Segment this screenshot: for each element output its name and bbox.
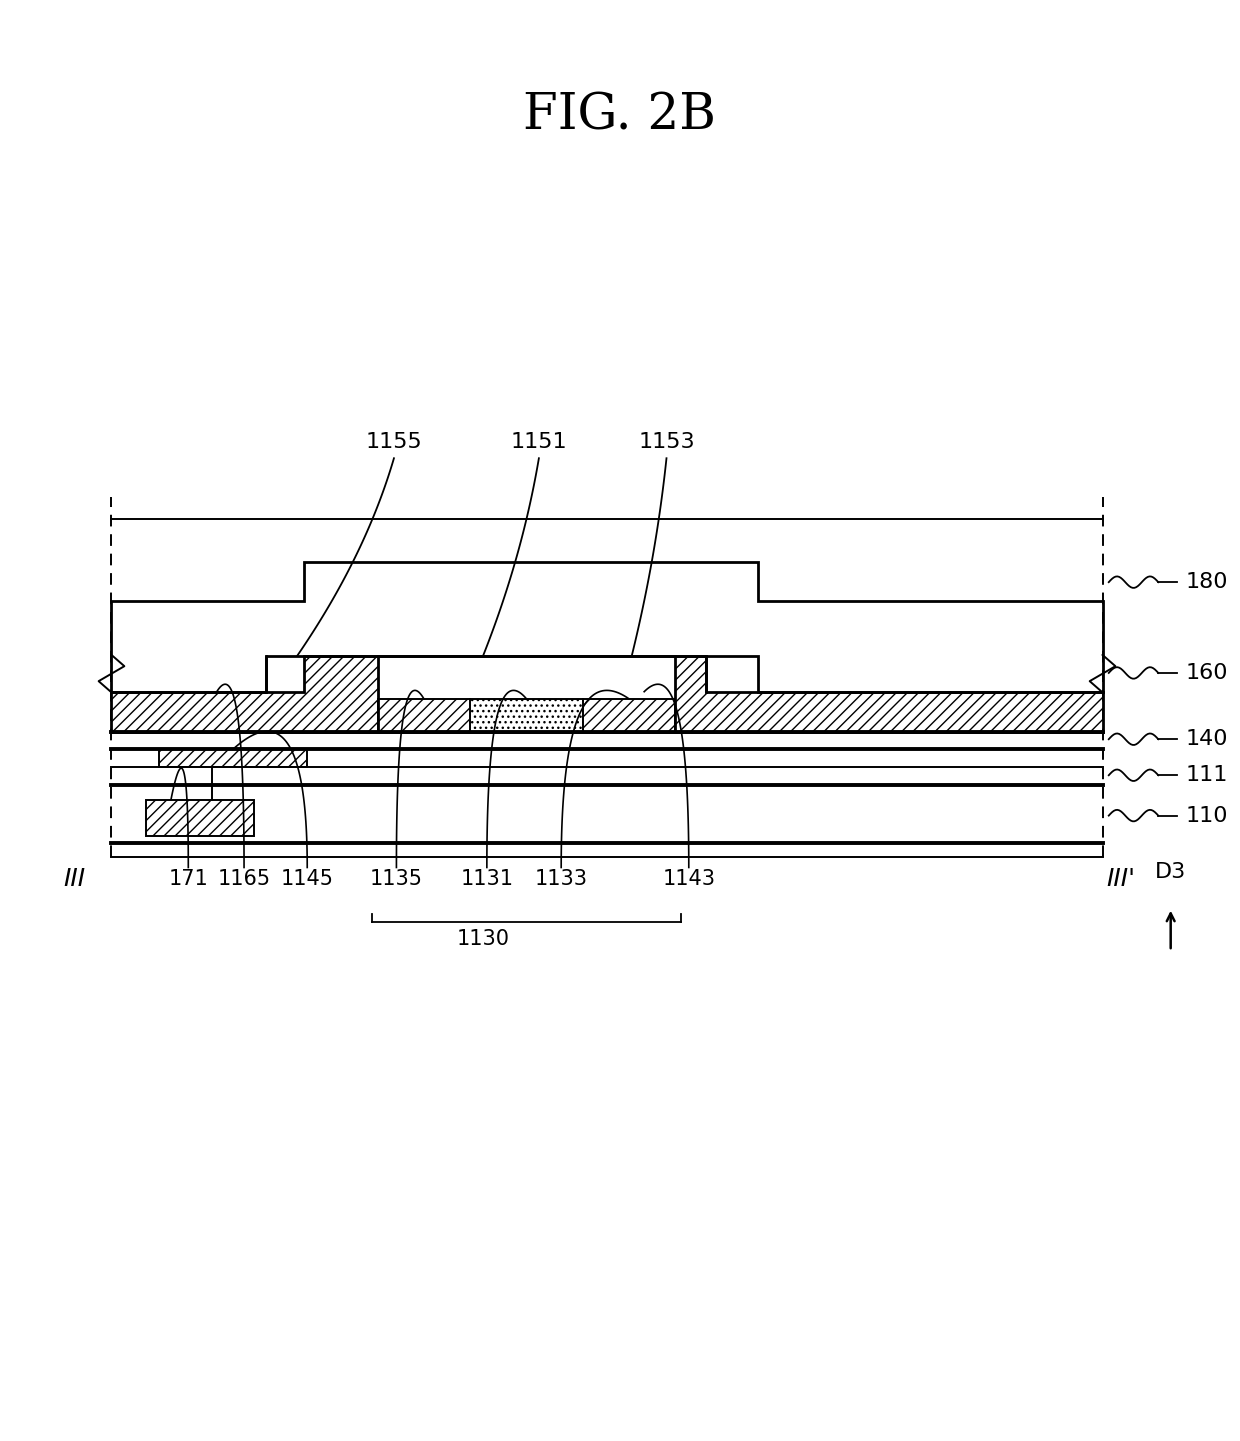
Bar (159, 749, 308, 767)
Bar (267, 656, 378, 732)
Text: 1130: 1130 (456, 929, 510, 950)
Text: 1153: 1153 (639, 432, 694, 452)
Bar (470, 699, 583, 732)
Bar (378, 699, 470, 732)
Bar (675, 656, 706, 732)
Bar (706, 692, 1102, 732)
Bar (583, 699, 675, 732)
Text: 1135: 1135 (370, 869, 423, 889)
Text: 1155: 1155 (366, 432, 423, 452)
Text: 111: 111 (1185, 765, 1228, 785)
Text: 140: 140 (1185, 729, 1228, 749)
Text: III: III (63, 867, 86, 891)
Polygon shape (112, 562, 1102, 692)
Text: FIG. 2B: FIG. 2B (523, 91, 715, 140)
Text: 180: 180 (1185, 572, 1228, 592)
Text: 171: 171 (169, 869, 208, 889)
Text: 1133: 1133 (534, 869, 588, 889)
Text: D3: D3 (1156, 862, 1187, 882)
Text: 1131: 1131 (460, 869, 513, 889)
Text: 1151: 1151 (511, 432, 567, 452)
Text: 110: 110 (1185, 806, 1228, 826)
Text: 1165: 1165 (217, 869, 270, 889)
Text: 1143: 1143 (662, 869, 715, 889)
Text: III': III' (1106, 867, 1136, 891)
Bar (146, 800, 254, 836)
Text: 1145: 1145 (280, 869, 334, 889)
Text: 160: 160 (1185, 663, 1228, 683)
Bar (112, 692, 267, 732)
